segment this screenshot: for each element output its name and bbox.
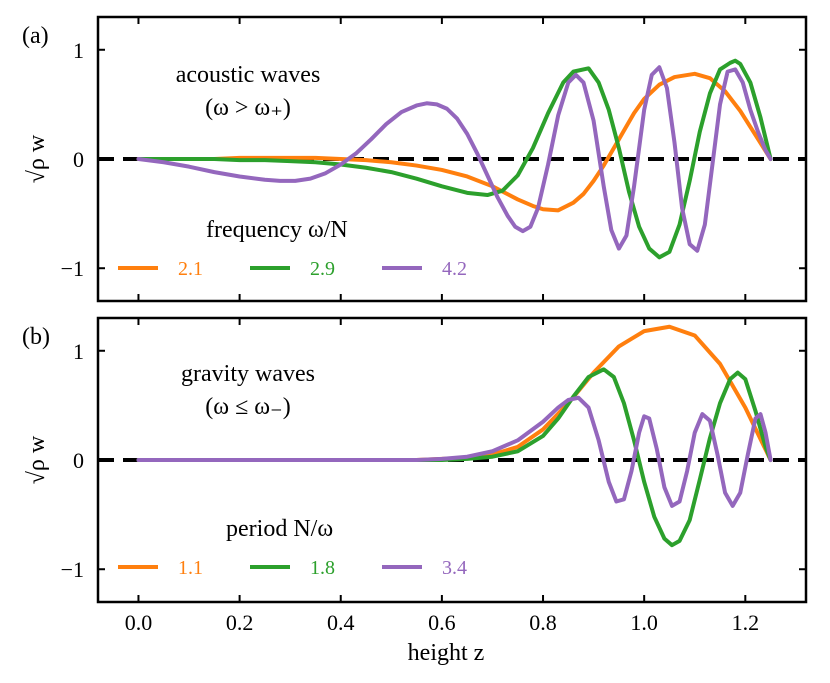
panel-label: (a)	[22, 23, 49, 49]
x-tick-label: 0.4	[327, 610, 355, 635]
annotation-line-2: (ω > ω₊)	[205, 95, 291, 121]
panel-a: −1 0 1 √ρ w (a) acoustic waves (ω > ω₊) frequen…	[22, 15, 808, 303]
y-tick-label: 1	[73, 339, 84, 364]
legend-label-4.2: 4.2	[442, 258, 467, 280]
series-line-3.4	[136, 395, 773, 508]
x-tick-label: 1.0	[630, 610, 658, 635]
y-tick-label: −1	[61, 557, 84, 582]
annotation-line-2: (ω ≤ ω₋)	[205, 394, 290, 420]
legend-title: frequency ω/N	[206, 217, 348, 243]
x-tick-label: 1.2	[732, 610, 760, 635]
y-tick-label: 0	[73, 448, 84, 473]
legend-label-3.4: 3.4	[442, 557, 467, 579]
panel-label: (b)	[22, 324, 50, 350]
x-tick-label: 0.8	[529, 610, 557, 635]
y-axis-title: √ρ w	[24, 435, 50, 484]
annotation-line-1: gravity waves	[181, 361, 315, 387]
legend-label-2.9: 2.9	[310, 258, 335, 280]
series-line-4.2	[136, 65, 773, 253]
y-tick-label: 1	[73, 38, 84, 63]
series-group	[136, 58, 773, 260]
x-axis-title: height z	[408, 640, 485, 666]
legend-label-1.8: 1.8	[310, 557, 335, 579]
series-group	[136, 324, 773, 548]
annotation-line-1: acoustic waves	[176, 62, 321, 88]
x-tick-label: 0.0	[125, 610, 153, 635]
x-tick-label: 0.2	[226, 610, 254, 635]
panel-b: −1 0 1 0.0 0.2 0.4 0.6 0.8 1.0 1.2 √ρ w height z (b)…	[22, 316, 808, 666]
legend-label-2.1: 2.1	[178, 258, 203, 280]
series-line-2.9	[136, 58, 773, 260]
y-axis-title: √ρ w	[24, 134, 50, 183]
y-tick-label: −1	[61, 256, 84, 281]
y-tick-label: 0	[73, 147, 84, 172]
legend-title: period N/ω	[226, 516, 333, 542]
legend-label-1.1: 1.1	[178, 557, 203, 579]
x-tick-label: 0.6	[428, 610, 456, 635]
